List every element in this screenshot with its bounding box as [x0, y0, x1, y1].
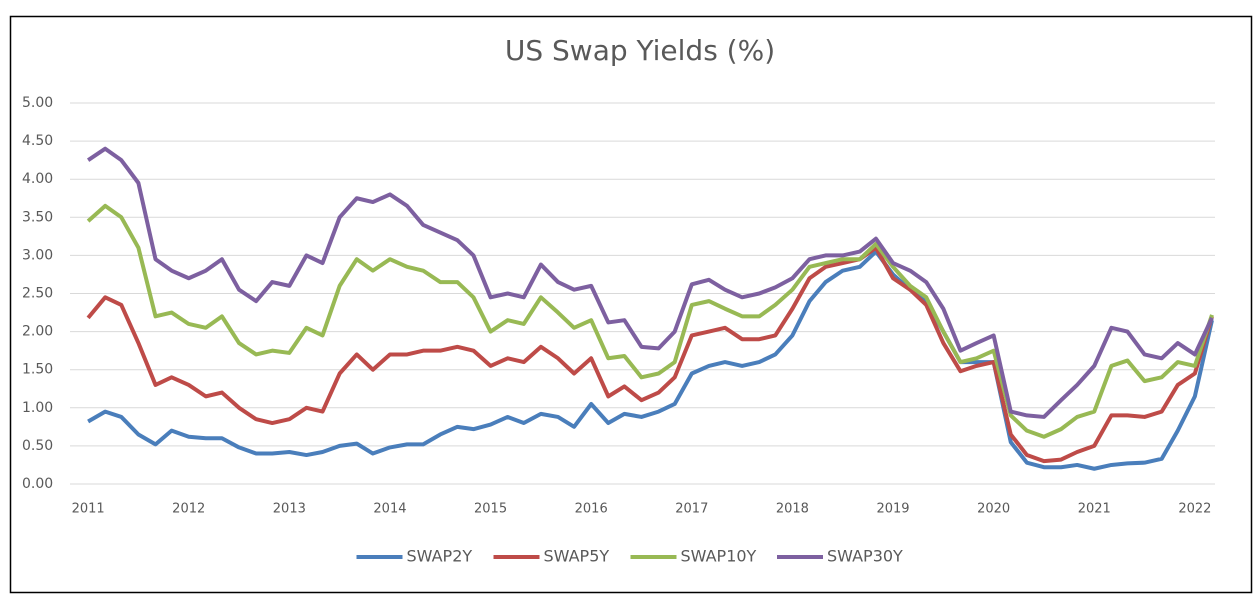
y-tick-label: 1.00: [22, 400, 53, 416]
x-tick-label: 2013: [273, 502, 306, 517]
legend-label: SWAP5Y: [544, 547, 610, 566]
series-line: [87, 249, 1214, 471]
y-tick-label: 3.50: [22, 209, 53, 225]
chart-title: US Swap Yields (%): [505, 34, 775, 67]
y-tick-label: 2.50: [22, 286, 53, 302]
legend-label: SWAP2Y: [407, 547, 473, 566]
x-tick-label: 2011: [72, 502, 105, 517]
y-tick-label: 4.50: [22, 133, 53, 149]
x-tick-label: 2021: [1078, 502, 1111, 517]
series-line: [86, 203, 1214, 439]
legend-label: SWAP30Y: [827, 547, 903, 566]
x-tick-label: 2017: [675, 502, 708, 517]
y-tick-label: 5.00: [22, 95, 53, 111]
x-tick-label: 2022: [1178, 502, 1211, 517]
legend-label: SWAP10Y: [681, 547, 757, 566]
y-tick-label: 1.50: [22, 362, 53, 378]
x-tick-label: 2018: [776, 502, 809, 517]
chart-border: [9, 15, 1253, 594]
x-tick-label: 2016: [575, 502, 608, 517]
y-tick-label: 2.00: [22, 324, 53, 340]
y-tick-label: 0.00: [22, 476, 53, 492]
x-tick-label: 2014: [373, 502, 406, 517]
series-line: [86, 146, 1214, 419]
x-tick-label: 2012: [172, 502, 205, 517]
y-tick-label: 0.50: [22, 438, 53, 454]
x-tick-label: 2015: [474, 502, 507, 517]
y-tick-label: 4.00: [22, 171, 53, 187]
x-tick-label: 2019: [876, 502, 909, 517]
series-line: [86, 245, 1214, 464]
y-tick-label: 3.00: [22, 247, 53, 263]
x-tick-label: 2020: [977, 502, 1010, 517]
